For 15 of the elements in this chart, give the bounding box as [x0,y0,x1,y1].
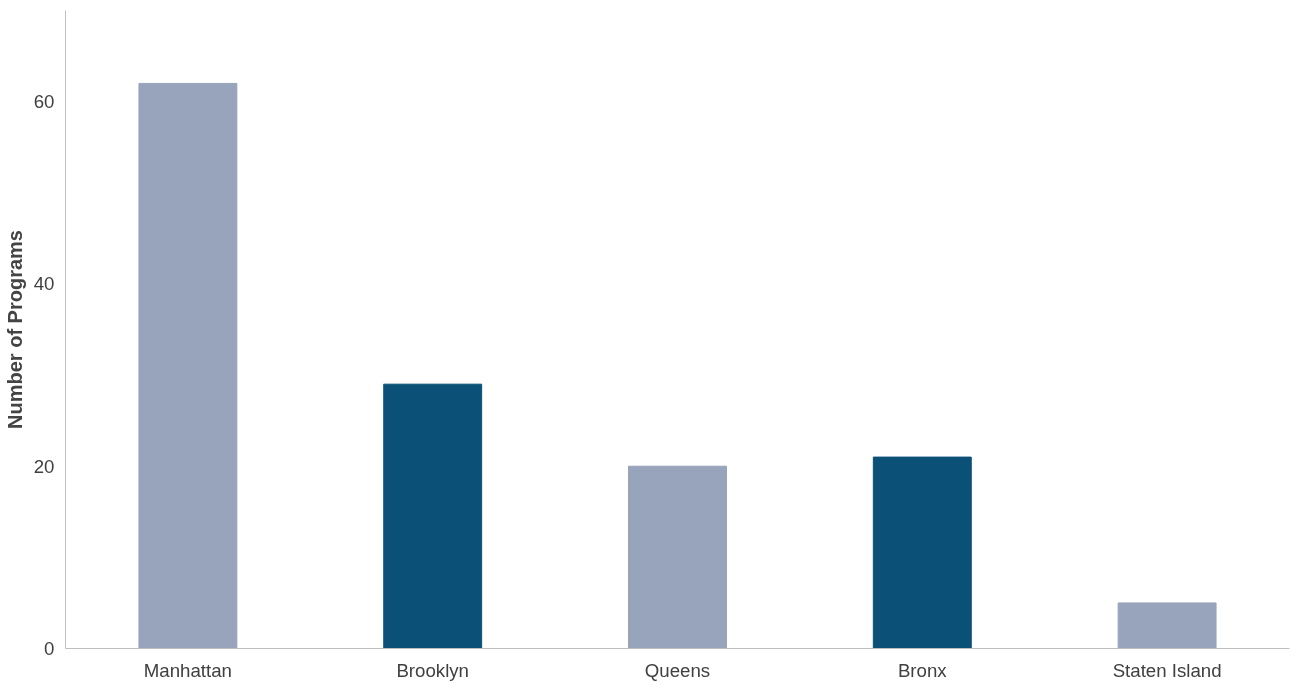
bar [628,465,727,649]
x-tick-label: Brooklyn [396,659,469,681]
y-tick-label: 20 [33,455,55,477]
bar [872,456,972,649]
x-tick-label: Manhattan [143,659,232,681]
bar [138,82,238,649]
x-tick-label: Bronx [897,659,948,681]
x-tick-label: Queens [644,659,711,681]
y-tick-label: 40 [33,273,55,295]
y-tick-label: 60 [33,91,55,113]
y-axis-title: Number of Programs [3,230,26,429]
bar [1117,602,1217,649]
bar [383,383,483,649]
x-tick-label: Staten Island [1112,659,1222,681]
y-tick-label: 0 [44,638,55,659]
